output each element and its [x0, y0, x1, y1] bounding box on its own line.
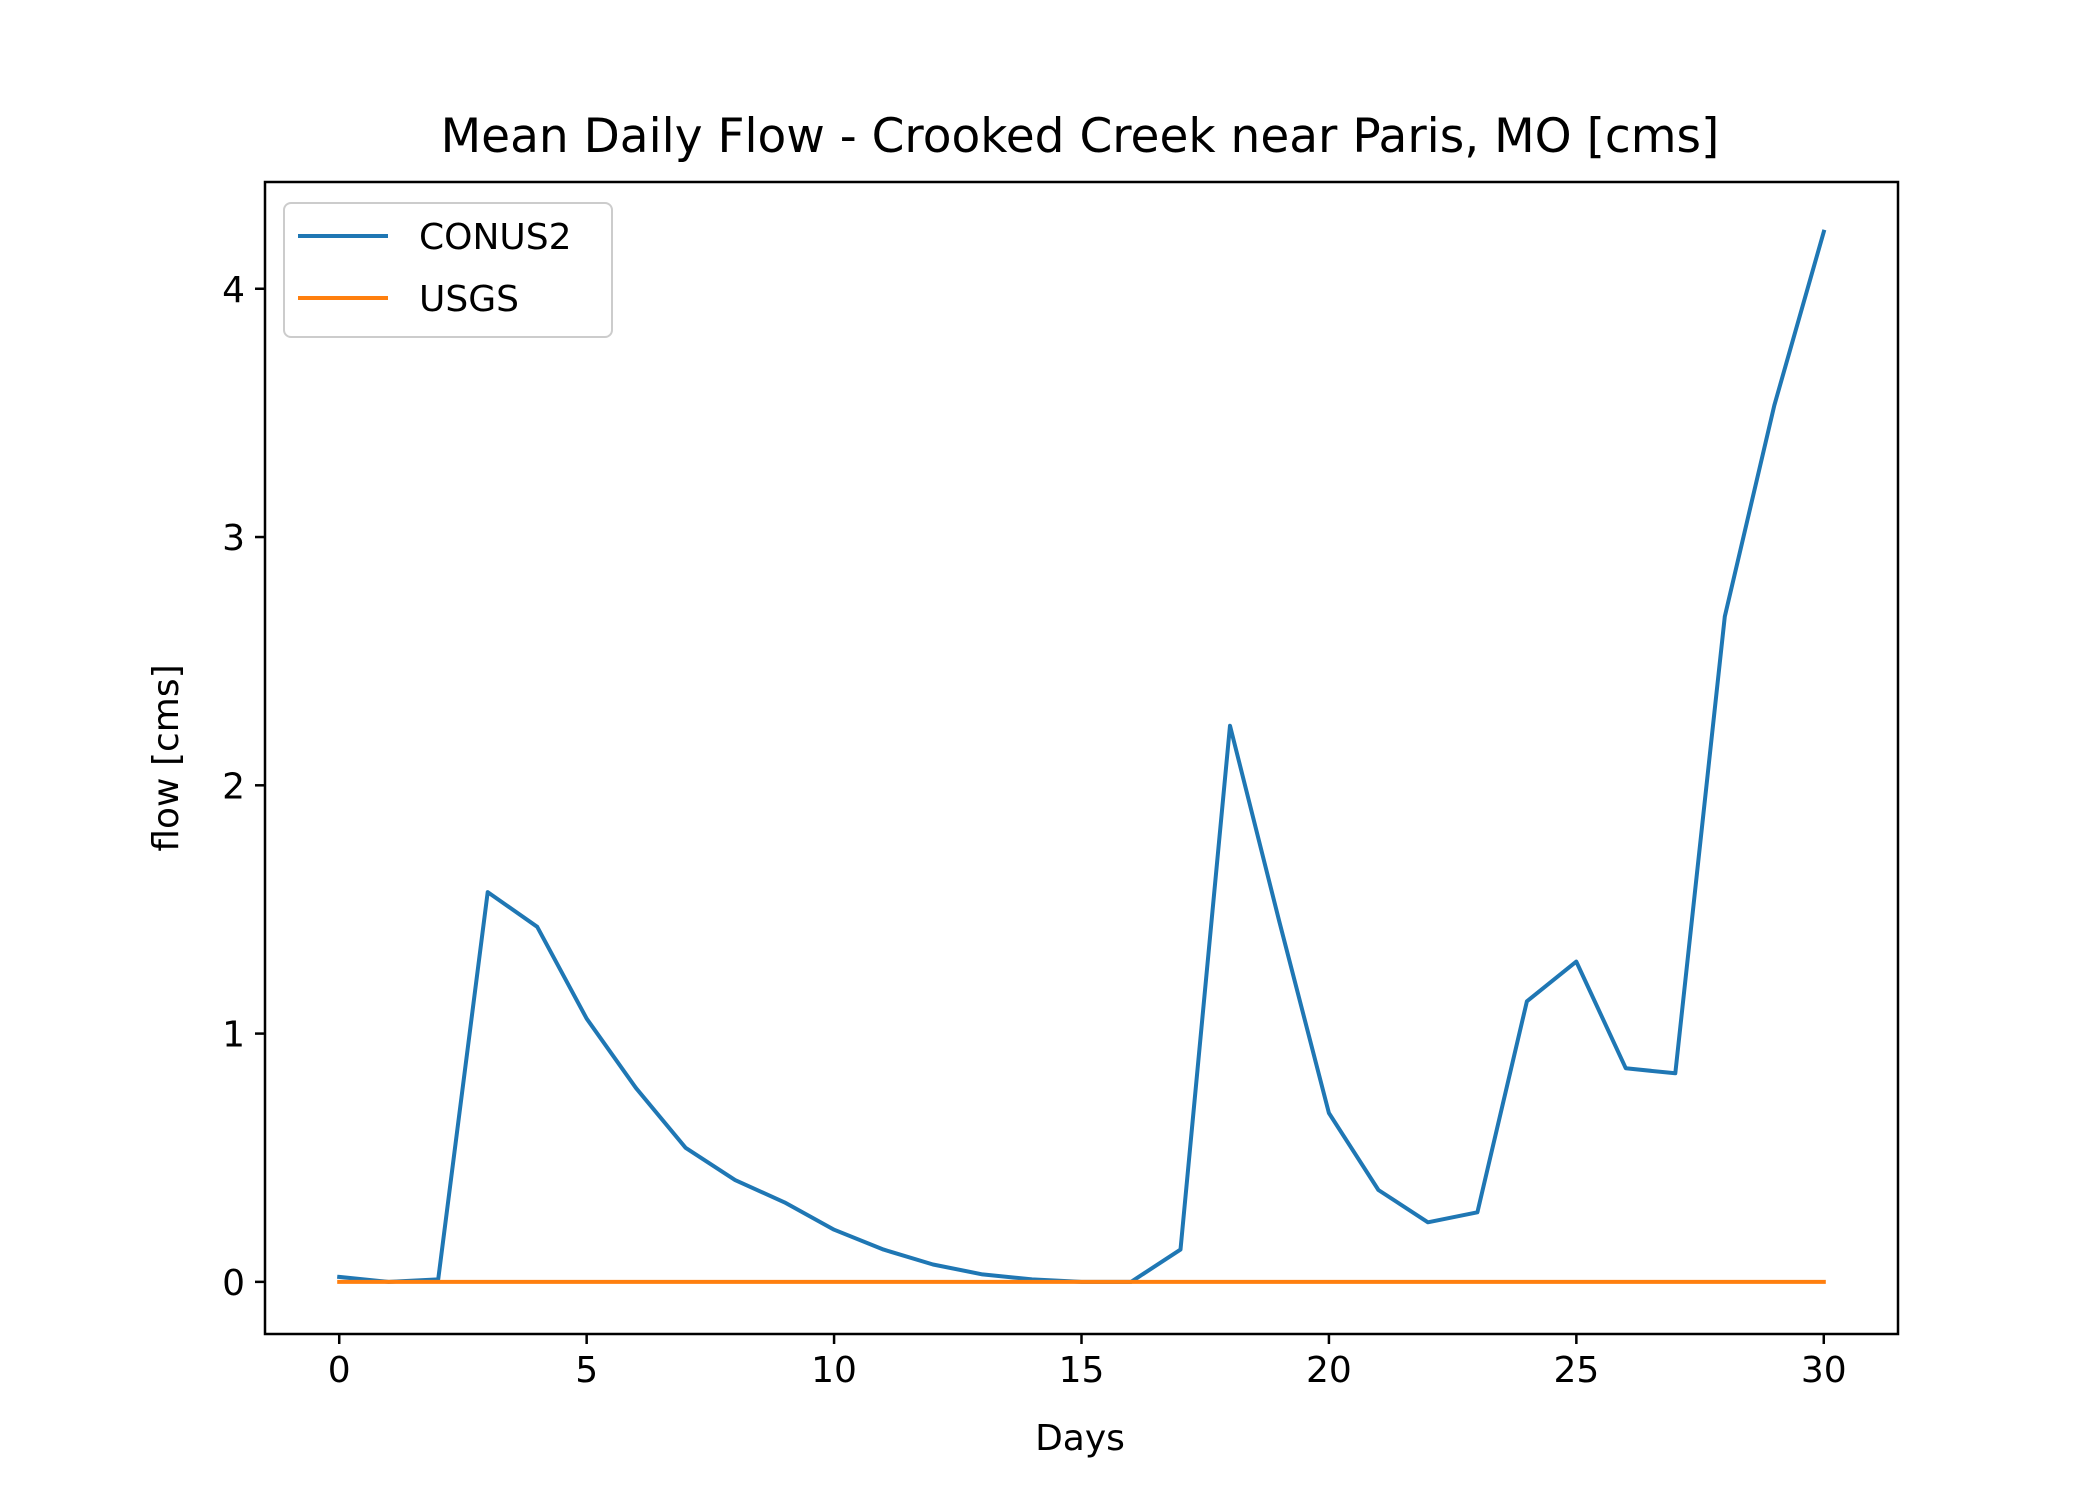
data-point-conus2 [1773, 404, 1775, 406]
data-point-conus2 [982, 1273, 984, 1275]
data-point-conus2 [784, 1201, 786, 1203]
data-point-conus2 [1674, 1072, 1676, 1074]
data-point-usgs [388, 1281, 390, 1283]
data-point-conus2 [1328, 1112, 1330, 1114]
data-point-usgs [1377, 1281, 1379, 1283]
y-tick-label: 2 [222, 766, 245, 807]
data-point-usgs [1179, 1281, 1181, 1283]
data-point-usgs [1724, 1281, 1726, 1283]
data-point-conus2 [1476, 1211, 1478, 1213]
data-point-conus2 [1179, 1249, 1181, 1251]
data-point-usgs [635, 1281, 637, 1283]
data-point-usgs [932, 1281, 934, 1283]
data-point-usgs [685, 1281, 687, 1283]
data-point-usgs [1328, 1281, 1330, 1283]
data-point-conus2 [833, 1229, 835, 1231]
data-point-usgs [1674, 1281, 1676, 1283]
data-point-conus2 [1377, 1189, 1379, 1191]
data-point-conus2 [487, 891, 489, 893]
data-point-conus2 [1724, 615, 1726, 617]
y-tick-label: 1 [222, 1015, 245, 1056]
legend-label-usgs: USGS [419, 279, 519, 320]
chart-title: Mean Daily Flow - Crooked Creek near Par… [441, 109, 1720, 164]
data-point-conus2 [1427, 1221, 1429, 1223]
data-point-usgs [536, 1281, 538, 1283]
data-point-usgs [1130, 1281, 1132, 1283]
data-point-conus2 [734, 1179, 736, 1181]
data-point-usgs [982, 1281, 984, 1283]
x-tick-label: 25 [1553, 1350, 1599, 1391]
legend: CONUS2 USGS [283, 202, 613, 338]
legend-label-conus2: CONUS2 [419, 217, 572, 258]
data-point-usgs [1278, 1281, 1280, 1283]
data-point-conus2 [1625, 1067, 1627, 1069]
data-point-conus2 [1823, 231, 1825, 233]
data-point-conus2 [536, 926, 538, 928]
series-layer [337, 229, 1827, 1284]
x-tick-label: 15 [1059, 1350, 1105, 1391]
data-point-usgs [1031, 1281, 1033, 1283]
data-point-conus2 [1278, 921, 1280, 923]
legend-entries: CONUS2 USGS [298, 217, 572, 320]
data-point-usgs [1081, 1281, 1082, 1283]
data-point-usgs [1476, 1281, 1478, 1283]
x-tick-label: 10 [811, 1350, 857, 1391]
y-axis-label: flow [cms] [146, 664, 187, 851]
data-point-conus2 [883, 1249, 885, 1251]
x-tick-label: 30 [1801, 1350, 1847, 1391]
data-point-conus2 [1575, 961, 1577, 963]
data-point-usgs [734, 1281, 736, 1283]
data-point-conus2 [1229, 725, 1231, 727]
data-point-usgs [1229, 1281, 1231, 1283]
y-tick-label: 3 [222, 518, 245, 559]
data-point-conus2 [1031, 1278, 1033, 1280]
data-point-usgs [883, 1281, 885, 1283]
data-point-conus2 [437, 1278, 439, 1280]
data-point-usgs [1823, 1281, 1825, 1283]
data-point-usgs [1773, 1281, 1775, 1283]
data-point-usgs [1427, 1281, 1429, 1283]
x-axis-label: Days [1035, 1418, 1125, 1459]
data-point-usgs [833, 1281, 835, 1283]
data-point-conus2 [1526, 1000, 1528, 1002]
data-point-usgs [586, 1281, 588, 1283]
data-point-conus2 [338, 1276, 340, 1278]
ticks-layer: 0 5 10 15 20 25 30 0 1 2 3 4 [222, 270, 1847, 1391]
data-point-usgs [1526, 1281, 1528, 1283]
x-tick-label: 20 [1306, 1350, 1352, 1391]
x-tick-label: 5 [575, 1350, 598, 1391]
y-tick-label: 0 [222, 1263, 245, 1304]
data-point-conus2 [685, 1147, 687, 1149]
data-point-usgs [437, 1281, 439, 1283]
y-tick-label: 4 [222, 270, 245, 311]
data-point-usgs [487, 1281, 489, 1283]
x-tick-label: 0 [328, 1350, 351, 1391]
data-point-usgs [784, 1281, 786, 1283]
data-point-usgs [1575, 1281, 1577, 1283]
data-point-usgs [338, 1281, 340, 1283]
axes-frame [263, 180, 1900, 1336]
data-point-conus2 [586, 1018, 588, 1020]
data-point-conus2 [635, 1087, 637, 1089]
data-point-usgs [1625, 1281, 1627, 1283]
data-point-conus2 [932, 1263, 934, 1265]
